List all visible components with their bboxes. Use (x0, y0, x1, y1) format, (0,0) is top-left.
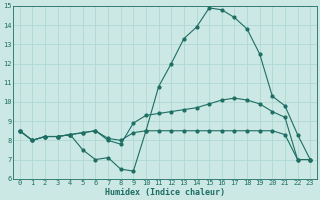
X-axis label: Humidex (Indice chaleur): Humidex (Indice chaleur) (105, 188, 225, 197)
